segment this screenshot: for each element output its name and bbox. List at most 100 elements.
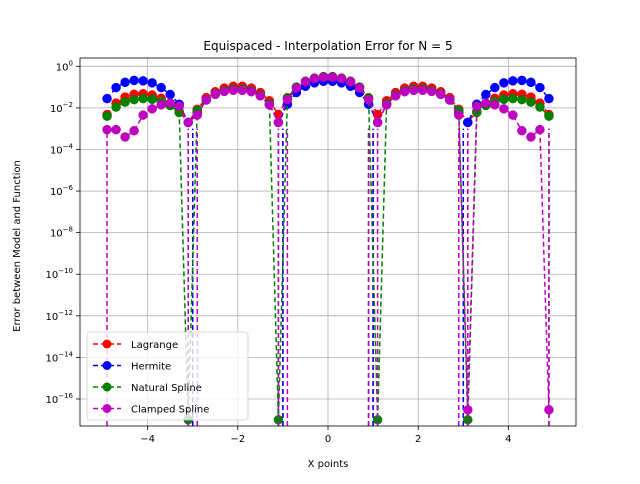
y-tick-label: 10−16 (45, 392, 73, 406)
data-point-clamped-spline (381, 100, 392, 110)
data-point-clamped-spline (174, 101, 184, 112)
y-tick-label: 10−14 (45, 350, 73, 364)
legend-label-hermite: Hermite (131, 362, 171, 373)
legend-label-lagrange: Lagrange (131, 340, 178, 351)
data-point-clamped-spline (399, 86, 410, 97)
data-point-clamped-spline (210, 89, 221, 100)
data-point-clamped-spline (102, 124, 112, 135)
data-point-clamped-spline (183, 117, 193, 128)
data-point-clamped-spline (264, 100, 275, 110)
data-point-hermite (129, 75, 139, 86)
data-point-clamped-spline (192, 110, 202, 120)
data-point-hermite (490, 82, 500, 93)
data-point-clamped-spline (444, 94, 455, 105)
data-point-clamped-spline (282, 94, 293, 105)
data-point-clamped-spline (327, 72, 338, 82)
data-point-hermite (102, 93, 112, 104)
y-tick-label: 10−10 (45, 267, 73, 281)
y-tick-label: 10−8 (50, 226, 73, 240)
data-point-clamped-spline (508, 110, 518, 120)
x-tick-label: −4 (140, 434, 155, 445)
data-point-clamped-spline (156, 100, 166, 110)
data-point-clamped-spline (318, 72, 329, 82)
data-point-clamped-spline (544, 405, 554, 415)
data-point-hermite (535, 82, 545, 93)
data-point-hermite (165, 89, 175, 100)
data-point-natural-spline (499, 94, 509, 105)
data-point-clamped-spline (426, 86, 437, 97)
legend-marker-lagrange (102, 339, 112, 349)
data-point-clamped-spline (354, 83, 365, 93)
plot-area: −4 −2 0 2 4 100 10−2 10−4 10−6 10−8 10−10 10−12 10−1… (45, 57, 577, 445)
data-point-clamped-spline (472, 101, 482, 112)
data-point-clamped-spline (517, 125, 527, 136)
data-point-hermite (499, 78, 509, 88)
data-point-hermite (481, 89, 491, 100)
data-point-clamped-spline (408, 85, 419, 96)
legend-label-natural-spline: Natural Spline (131, 383, 202, 394)
data-point-natural-spline (517, 94, 527, 105)
x-tick-label: 4 (505, 434, 511, 445)
data-point-hermite (120, 77, 130, 88)
data-point-clamped-spline (111, 124, 121, 135)
legend: Lagrange Hermite Natural Spline Clamped Spl… (86, 331, 249, 421)
data-point-clamped-spline (219, 86, 230, 97)
data-point-clamped-spline (363, 94, 374, 105)
y-tick-label: 10−6 (50, 184, 74, 198)
data-point-clamped-spline (129, 125, 139, 136)
data-point-natural-spline (508, 93, 518, 104)
data-point-clamped-spline (499, 104, 509, 114)
legend-label-clamped-spline: Clamped Spline (131, 405, 209, 416)
y-tick-label: 100 (56, 59, 73, 73)
data-point-clamped-spline (435, 89, 446, 100)
data-point-clamped-spline (463, 405, 473, 415)
data-point-clamped-spline (372, 117, 383, 128)
data-point-clamped-spline (417, 85, 428, 96)
data-point-clamped-spline (246, 86, 257, 97)
data-point-clamped-spline (237, 85, 248, 96)
data-point-hermite (156, 82, 166, 93)
data-point-clamped-spline (481, 98, 491, 108)
legend-marker-clamped-spline (102, 404, 112, 413)
data-point-natural-spline (138, 93, 148, 104)
x-tick-label: 0 (325, 434, 331, 445)
data-point-clamped-spline (535, 124, 545, 135)
chart-title: Equispaced - Interpolation Error for N =… (203, 39, 452, 53)
data-point-clamped-spline (309, 73, 320, 84)
data-point-clamped-spline (228, 85, 239, 96)
data-point-clamped-spline (291, 83, 302, 93)
data-point-hermite (463, 117, 473, 128)
data-point-natural-spline (102, 111, 112, 121)
data-point-clamped-spline (273, 117, 284, 128)
data-point-natural-spline (129, 94, 139, 105)
x-axis-title: X points (308, 459, 349, 470)
data-point-clamped-spline (255, 91, 266, 101)
data-point-hermite (147, 78, 157, 88)
data-point-clamped-spline (300, 77, 311, 87)
data-point-clamped-spline (336, 73, 347, 84)
data-point-clamped-spline (454, 110, 464, 120)
y-tick-label: 10−12 (45, 309, 73, 323)
data-point-natural-spline (544, 111, 554, 121)
data-point-natural-spline (120, 97, 130, 107)
x-tick-label: −2 (230, 434, 245, 445)
data-point-natural-spline (111, 102, 121, 112)
data-point-natural-spline (147, 94, 157, 105)
data-point-clamped-spline (390, 91, 401, 101)
data-point-hermite (544, 93, 554, 104)
data-point-clamped-spline (147, 104, 157, 114)
data-point-clamped-spline (345, 77, 356, 87)
data-point-natural-spline (535, 102, 545, 112)
y-axis-title: Error between Model and Function (12, 160, 23, 332)
y-tick-label: 10−4 (50, 142, 74, 156)
data-point-hermite (111, 82, 121, 93)
data-point-hermite (508, 76, 518, 86)
data-point-natural-spline (526, 97, 536, 107)
data-point-clamped-spline (490, 100, 500, 110)
legend-marker-natural-spline (102, 382, 112, 392)
legend-marker-hermite (102, 361, 112, 370)
legend-box (86, 331, 249, 421)
data-point-clamped-spline (138, 110, 148, 120)
data-point-hermite (526, 77, 536, 88)
